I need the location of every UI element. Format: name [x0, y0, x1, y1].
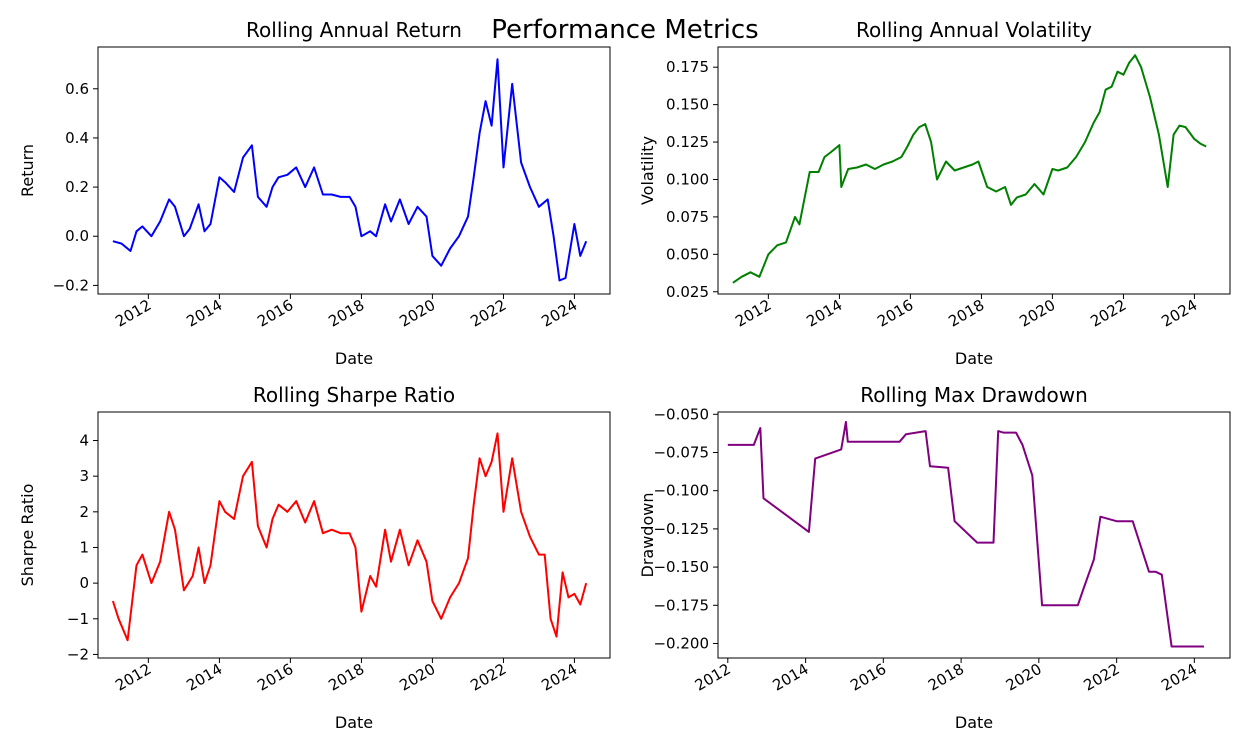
x-tick-label: 2024	[538, 296, 580, 331]
x-tick-label: 2016	[254, 296, 296, 331]
y-tick-label: 0.025	[666, 283, 709, 301]
axes-frame	[717, 411, 1231, 659]
x-tick-label: 2018	[945, 296, 987, 331]
x-tick-label: 2014	[183, 660, 225, 695]
x-tick-label: 2018	[925, 660, 967, 695]
y-tick-label: −0.150	[653, 558, 709, 576]
y-tick-label: 0.125	[666, 133, 709, 151]
y-tick-label: −0.100	[653, 482, 709, 500]
x-tick-label: 2016	[847, 660, 889, 695]
y-tick-label: −0.075	[653, 443, 709, 461]
x-tick-label: 2018	[325, 660, 367, 695]
x-tick-label: 2020	[396, 296, 438, 331]
x-tick-label: 2024	[1158, 296, 1200, 331]
x-tick-label: 2014	[183, 296, 225, 331]
y-tick-label: 0.6	[65, 80, 89, 98]
x-axis-label: Date	[955, 713, 993, 732]
y-tick-label: 4	[79, 432, 89, 450]
y-tick-label: −0.2	[53, 276, 89, 294]
x-tick-label: 2020	[1003, 660, 1045, 695]
y-tick-label: 0.4	[65, 129, 89, 147]
x-tick-label: 2020	[1016, 296, 1058, 331]
x-tick-label: 2024	[1158, 660, 1200, 695]
series-line	[727, 420, 1204, 648]
axes-frame	[97, 411, 611, 659]
y-tick-label: −0.200	[653, 634, 709, 652]
axes-frame	[717, 46, 1231, 295]
axes-frame	[97, 46, 611, 295]
y-axis-label: Volatility	[638, 136, 657, 205]
subplot-2: 0.025 0.050 0.075 0.100 0.125 0.150 0.175 2012 2…	[638, 18, 1231, 368]
figure-title: Performance Metrics	[491, 15, 758, 45]
x-tick-label: 2016	[254, 660, 296, 695]
y-tick-label: 3	[79, 467, 89, 485]
x-tick-label: 2022	[1081, 660, 1123, 695]
subplot-4: −0.050 −0.075 −0.100 −0.125 −0.150 −0.175 −0.2…	[638, 383, 1231, 732]
x-tick-label: 2018	[325, 296, 367, 331]
y-tick-label: −1	[67, 610, 89, 628]
y-tick-label: 1	[79, 538, 89, 556]
subplot-title: Rolling Sharpe Ratio	[253, 383, 455, 407]
y-tick-label: −0.050	[653, 405, 709, 423]
y-tick-label: −0.125	[653, 520, 709, 538]
x-axis-label: Date	[955, 349, 993, 368]
x-tick-label: 2012	[692, 660, 734, 695]
y-tick-label: −0.175	[653, 596, 709, 614]
y-axis-label: Sharpe Ratio	[18, 484, 37, 587]
x-tick-label: 2022	[467, 296, 509, 331]
series-line	[732, 54, 1207, 284]
x-tick-label: 2022	[467, 660, 509, 695]
series-line	[111, 432, 588, 642]
y-axis-label: Drawdown	[638, 493, 657, 578]
x-tick-label: 2012	[112, 660, 154, 695]
y-tick-label: 0.0	[65, 227, 89, 245]
y-tick-label: −2	[67, 645, 89, 663]
y-tick-label: 0.050	[666, 245, 709, 263]
y-tick-label: 0.100	[666, 170, 709, 188]
x-axis-label: Date	[335, 713, 373, 732]
x-tick-label: 2020	[396, 660, 438, 695]
subplot-3: −2 −1 0 1 2 3 4 2012 2014 2016 2018 2020 2022 2024 Rol…	[18, 383, 611, 732]
y-tick-label: 0.175	[666, 58, 709, 76]
x-tick-label: 2012	[112, 296, 154, 331]
x-tick-label: 2012	[732, 296, 774, 331]
y-tick-label: 0.2	[65, 178, 89, 196]
y-tick-label: 0.150	[666, 96, 709, 114]
x-tick-label: 2016	[874, 296, 916, 331]
y-tick-label: 2	[79, 503, 89, 521]
y-tick-label: 0	[79, 574, 89, 592]
y-axis-label: Return	[18, 144, 37, 197]
subplot-1: −0.2 0.0 0.2 0.4 0.6 2012 2014 2016 2018 2020 2022…	[18, 18, 611, 368]
subplot-title: Rolling Annual Return	[246, 18, 462, 42]
x-axis-label: Date	[335, 349, 373, 368]
series-line	[112, 58, 588, 282]
subplot-title: Rolling Max Drawdown	[860, 383, 1088, 407]
x-tick-label: 2014	[803, 296, 845, 331]
x-tick-label: 2014	[770, 660, 812, 695]
subplot-title: Rolling Annual Volatility	[856, 18, 1092, 42]
y-tick-label: 0.075	[666, 208, 709, 226]
x-tick-label: 2022	[1087, 296, 1129, 331]
x-tick-label: 2024	[538, 660, 580, 695]
